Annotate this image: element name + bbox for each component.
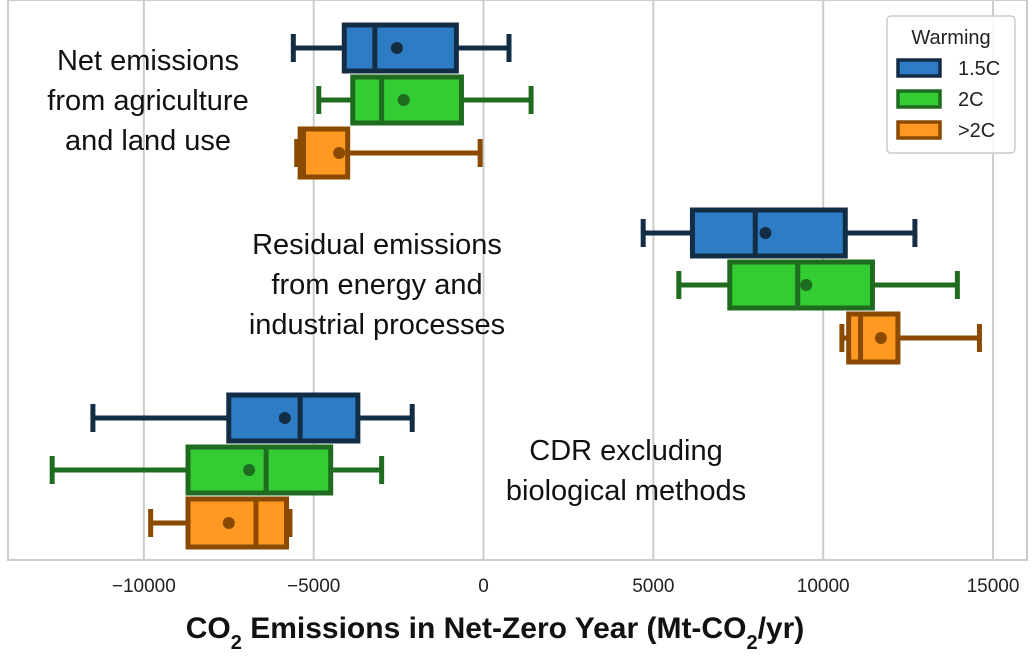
box-iqr: [297, 126, 351, 180]
x-tick-label: −5000: [287, 576, 340, 597]
legend-swatch: [896, 120, 942, 140]
x-axis-label-part: Emissions in Net-Zero Year (Mt-CO: [242, 612, 747, 645]
box->2C: [148, 496, 293, 550]
box->2C: [839, 311, 982, 365]
x-tick-label: 5000: [632, 576, 674, 597]
legend-entry-label: 1.5C: [958, 58, 1000, 80]
plot-frame: [7, 0, 1028, 561]
x-axis-label-part: /yr): [758, 612, 805, 645]
x-axis-ticks: −10000 −5000 0 5000 10000 15000: [112, 576, 1020, 597]
box-iqr: [185, 496, 290, 550]
legend-title: Warming: [911, 27, 990, 49]
box-2C: [49, 444, 385, 496]
box-mean-marker: [397, 94, 410, 106]
box-2C: [316, 74, 534, 126]
group-label-line: from energy and: [271, 269, 482, 301]
box-mean-marker: [759, 227, 772, 239]
box-iqr: [846, 311, 901, 365]
group-label: Residual emissions from energy and industr…: [249, 229, 505, 341]
x-axis-label-subscript: 2: [231, 632, 242, 654]
box->2C: [294, 126, 483, 180]
box-1.5C: [90, 392, 415, 444]
legend-entries: 1.5C 2C >2C: [896, 58, 1000, 142]
legend-swatch: [896, 58, 942, 78]
x-axis-label-subscript: 2: [746, 632, 757, 654]
group-label: CDR excluding biological methods: [506, 435, 746, 507]
group-label-line: Net emissions: [57, 45, 239, 77]
box-series: [49, 22, 982, 550]
box-1.5C: [290, 22, 512, 74]
group-label-line: Residual emissions: [252, 229, 502, 261]
group-label-line: biological methods: [506, 475, 746, 507]
group-label-line: CDR excluding: [529, 435, 722, 467]
legend-box: [886, 15, 1016, 154]
legend-swatch: [896, 89, 942, 109]
group-label-line: from agriculture: [47, 85, 248, 117]
group-label-line: industrial processes: [249, 309, 505, 341]
legend-entry-label: 2C: [958, 89, 984, 111]
x-axis-label: CO2 Emissions in Net-Zero Year (Mt-CO2/y…: [186, 612, 805, 654]
box-mean-marker: [222, 517, 235, 529]
legend-entry-label: >2C: [958, 120, 995, 142]
group-label: Net emissions from agriculture and land us…: [47, 45, 248, 157]
box-mean-marker: [278, 412, 291, 424]
box-mean-marker: [390, 42, 403, 54]
x-tick-label: 10000: [797, 576, 850, 597]
box-mean-marker: [874, 332, 887, 344]
legend: Warming 1.5C 2C >2C: [886, 15, 1016, 154]
x-tick-label: 15000: [967, 576, 1020, 597]
box-mean-marker: [800, 279, 813, 291]
box-iqr: [226, 392, 361, 444]
box-1.5C: [640, 207, 918, 259]
box-mean-marker: [243, 464, 256, 476]
x-tick-label: −10000: [112, 576, 176, 597]
box-2C: [676, 259, 960, 311]
x-axis-label-part: CO: [186, 612, 231, 645]
box-mean-marker: [333, 147, 346, 159]
group-annotations: Net emissions from agriculture and land us…: [47, 45, 746, 507]
x-tick-label: 0: [478, 576, 489, 597]
gridlines: [142, 0, 995, 560]
group-label-line: and land use: [65, 125, 231, 157]
box-iqr: [185, 444, 334, 496]
